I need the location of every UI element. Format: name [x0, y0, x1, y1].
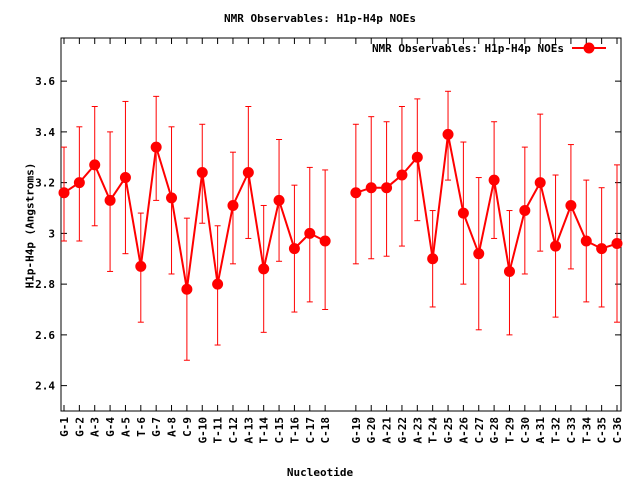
data-point: [550, 240, 562, 252]
data-point: [166, 192, 178, 204]
data-points: [58, 128, 623, 295]
legend-label: NMR Observables: H1p-H4p NOEs: [371, 42, 564, 55]
data-point: [288, 243, 300, 255]
x-tick-label: A-21: [381, 417, 394, 444]
x-tick-label: C-30: [519, 417, 532, 444]
x-tick-label: G-28: [488, 417, 501, 444]
data-point: [227, 199, 239, 211]
x-tick-label: A-8: [166, 417, 179, 437]
x-tick-label: G-25: [442, 417, 455, 444]
x-tick-label: A-26: [457, 417, 470, 444]
x-tick-label: C-12: [227, 417, 240, 444]
data-point: [534, 177, 546, 189]
x-tick-label: A-3: [89, 417, 102, 437]
x-tick-label: C-35: [596, 417, 609, 444]
data-point: [488, 174, 500, 186]
x-tick-label: T-32: [550, 417, 563, 444]
data-point: [580, 235, 592, 247]
x-tick-label: A-5: [119, 417, 132, 437]
x-tick-label: A-13: [242, 417, 255, 444]
x-tick-label: C-27: [473, 417, 486, 444]
y-tick-label: 2.6: [35, 329, 55, 342]
data-point: [365, 182, 377, 194]
x-tick-label: C-18: [319, 417, 332, 444]
data-point: [273, 194, 285, 206]
data-point: [104, 194, 116, 206]
data-point: [196, 166, 208, 178]
x-tick-label: A-23: [411, 417, 424, 444]
data-point: [181, 283, 193, 295]
x-tick-label: G-4: [104, 417, 117, 437]
data-point: [565, 199, 577, 211]
y-tick-label: 3.4: [35, 126, 55, 139]
x-tick-label: G-19: [350, 417, 363, 444]
axes: [60, 37, 622, 412]
x-axis-label: Nucleotide: [286, 466, 354, 479]
x-tick-label: C-33: [565, 417, 578, 444]
data-point: [319, 235, 331, 247]
data-point: [258, 263, 270, 275]
legend: [572, 42, 606, 54]
data-point: [519, 205, 531, 217]
series-lines: [63, 134, 618, 290]
data-point: [150, 141, 162, 153]
data-point: [89, 159, 101, 171]
x-tick-label: T-11: [212, 417, 225, 444]
data-point: [503, 265, 515, 277]
data-point: [381, 182, 393, 194]
data-point: [611, 238, 623, 250]
data-point: [242, 166, 254, 178]
data-point: [427, 253, 439, 265]
data-point: [73, 177, 85, 189]
data-point: [350, 187, 362, 199]
x-tick-label: T-6: [135, 417, 148, 437]
data-point: [442, 128, 454, 140]
y-tick-label: 2.8: [35, 278, 55, 291]
x-tick-label: A-31: [534, 417, 547, 444]
x-tick-label: T-24: [427, 417, 440, 444]
x-tick-label: C-17: [304, 417, 317, 444]
data-point: [212, 278, 224, 290]
x-tick-label: T-34: [580, 417, 593, 444]
y-tick-label: 3.6: [35, 75, 55, 88]
data-point: [411, 151, 423, 163]
x-tick-label: G-7: [150, 417, 163, 437]
y-tick-label: 3.2: [35, 177, 55, 190]
data-point: [473, 248, 485, 260]
ticks: 2.4 2.6 2.8 3 3.2 3.4 3.6 G-1 G-2 A-3 G-4 A-5 T-6 G-7…: [35, 38, 624, 444]
x-tick-label: G-22: [396, 417, 409, 444]
legend-marker: [583, 42, 595, 54]
x-tick-label: C-9: [181, 417, 194, 437]
x-tick-label: G-1: [58, 417, 71, 437]
error-bars: [61, 90, 620, 361]
x-tick-label: T-29: [503, 417, 516, 444]
data-point: [396, 169, 408, 181]
plot-frame: [60, 37, 622, 412]
x-tick-label: C-36: [611, 417, 624, 444]
x-tick-label: G-10: [196, 417, 209, 444]
chart-title: NMR Observables: H1p-H4p NOEs: [223, 12, 417, 25]
data-point: [596, 243, 608, 255]
y-axis-label: H1p-H4p (Angstroms): [23, 162, 37, 289]
series-line: [63, 146, 326, 290]
y-tick-label: 3: [48, 227, 55, 240]
series-line: [355, 134, 618, 272]
x-tick-label: C-15: [273, 417, 286, 444]
y-tick-label: 2.4: [35, 380, 55, 393]
data-point: [58, 187, 70, 199]
x-tick-label: G-2: [73, 417, 86, 437]
x-tick-label: G-20: [365, 417, 378, 444]
x-tick-label: T-14: [258, 417, 271, 444]
data-point: [119, 172, 131, 184]
x-tick-label: T-16: [288, 417, 301, 444]
data-point: [304, 227, 316, 239]
data-point: [457, 207, 469, 219]
data-point: [135, 260, 147, 272]
